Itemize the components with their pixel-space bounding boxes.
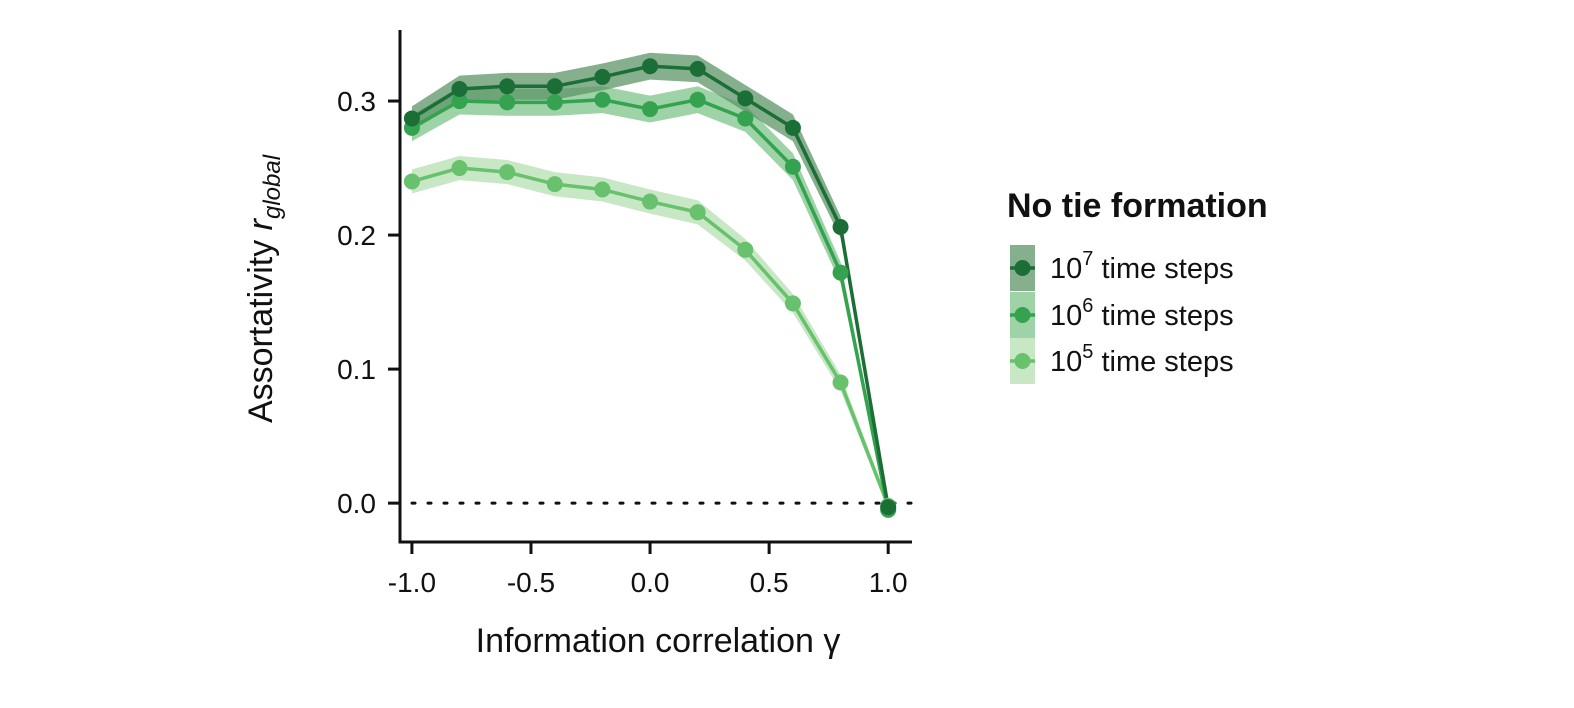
confidence-band xyxy=(411,86,889,514)
y-tick-label: 0.3 xyxy=(337,86,376,117)
data-point xyxy=(832,219,849,236)
series-points xyxy=(403,58,897,518)
data-point xyxy=(594,181,611,198)
y-axis-label: Assortativity rglobal xyxy=(242,154,286,423)
data-point xyxy=(689,60,706,77)
series-line xyxy=(410,64,890,508)
legend-label-base: 10 xyxy=(1050,253,1082,285)
data-point xyxy=(499,78,516,95)
data-point xyxy=(546,94,563,111)
x-tick-label: -0.5 xyxy=(507,567,555,598)
y-axis-label-sub: global xyxy=(259,154,286,219)
legend-label-exp: 5 xyxy=(1082,341,1093,363)
data-point xyxy=(403,110,420,127)
data-point xyxy=(689,204,706,221)
data-point xyxy=(832,374,849,391)
legend-item: 107 time steps xyxy=(1010,245,1234,291)
data-point xyxy=(594,91,611,108)
data-point xyxy=(880,499,897,516)
legend-title: No tie formation xyxy=(1007,187,1268,225)
data-point xyxy=(737,90,754,107)
y-axis-label-var: r xyxy=(242,217,280,230)
legend-label-exp: 7 xyxy=(1082,248,1093,270)
data-point xyxy=(784,295,801,312)
data-point xyxy=(594,68,611,85)
data-point xyxy=(832,264,849,281)
data-point xyxy=(499,164,516,181)
legend-label-base: 10 xyxy=(1050,300,1082,332)
legend-label-rest: time steps xyxy=(1093,300,1233,332)
legend-marker xyxy=(1014,260,1031,276)
data-point xyxy=(642,58,659,75)
legend-item: 106 time steps xyxy=(1010,292,1234,338)
y-tick-label: 0.1 xyxy=(337,354,376,385)
data-point xyxy=(546,78,563,95)
legend-label: 106 time steps xyxy=(1050,295,1234,332)
legend-marker xyxy=(1014,307,1031,323)
y-tick-label: 0.0 xyxy=(337,488,376,519)
data-point xyxy=(737,241,754,258)
data-point xyxy=(784,158,801,175)
legend-label-base: 10 xyxy=(1050,346,1082,378)
data-point xyxy=(546,176,563,193)
legend-label-rest: time steps xyxy=(1093,346,1233,378)
legend-marker xyxy=(1014,353,1031,369)
data-point xyxy=(784,119,801,136)
y-axis-label-main: Assortativity xyxy=(242,230,280,423)
x-axis-label: Information correlation γ xyxy=(476,622,841,660)
axes: 0.0 0.1 0.2 0.3 -1.0 -0.5 0.0 0.5 1.0 xyxy=(337,30,912,598)
confidence-bands xyxy=(411,52,889,514)
data-point xyxy=(642,101,659,118)
data-point xyxy=(499,94,516,111)
data-point xyxy=(737,110,754,127)
data-point xyxy=(451,160,468,177)
y-tick-label: 0.2 xyxy=(337,220,376,251)
x-tick-label: 0.0 xyxy=(631,567,670,598)
legend-item: 105 time steps xyxy=(1010,338,1234,384)
legend-label-rest: time steps xyxy=(1093,253,1233,285)
data-point xyxy=(689,91,706,108)
x-tick-label: 0.5 xyxy=(750,567,789,598)
data-point xyxy=(403,173,420,190)
data-point xyxy=(451,93,468,110)
legend-label: 107 time steps xyxy=(1050,248,1234,285)
data-point xyxy=(451,80,468,97)
series-lines xyxy=(410,64,890,511)
legend-label: 105 time steps xyxy=(1050,341,1234,378)
legend-label-exp: 6 xyxy=(1082,295,1093,317)
data-point xyxy=(642,193,659,210)
x-tick-label: -1.0 xyxy=(388,567,436,598)
x-tick-label: 1.0 xyxy=(869,567,908,598)
